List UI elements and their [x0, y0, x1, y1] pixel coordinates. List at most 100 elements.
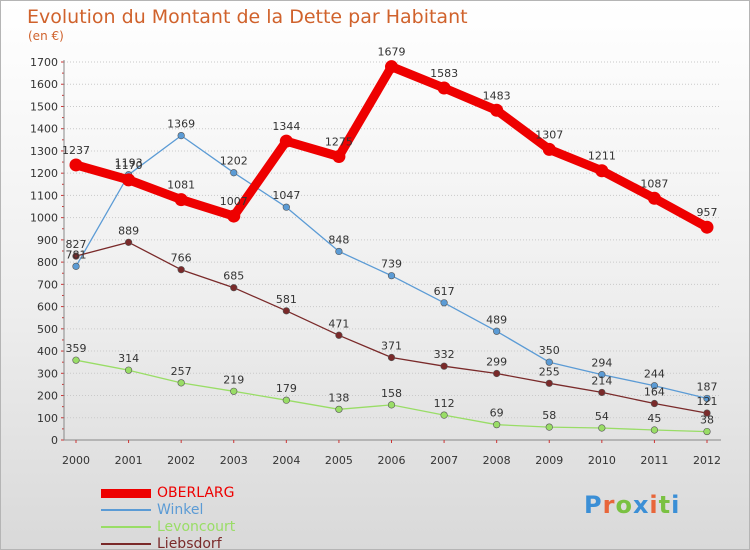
data-point: [598, 371, 606, 379]
data-point: [387, 401, 396, 409]
x-tick-label: 2011: [640, 454, 668, 467]
y-tick-label: 1200: [30, 167, 58, 180]
data-point: [387, 272, 396, 280]
y-tick-label: 200: [37, 390, 58, 403]
data-label: 54: [595, 410, 609, 423]
y-tick-label: 1300: [30, 145, 58, 158]
data-point: [177, 131, 185, 140]
brand-letter: P: [584, 491, 603, 519]
legend: OBERLARG Winkel Levoncourt Liebsdorf: [101, 485, 361, 550]
y-tick-label: 1000: [30, 212, 58, 225]
data-point: [72, 252, 80, 260]
legend-swatch: [101, 488, 151, 498]
legend-label: Levoncourt: [157, 519, 236, 535]
data-label: 244: [644, 368, 665, 381]
data-point: [493, 369, 501, 378]
data-label: 257: [171, 365, 192, 378]
legend-item-levoncourt: Levoncourt: [101, 519, 361, 536]
data-point: [545, 379, 553, 387]
data-point: [650, 399, 659, 408]
brand-letter: i: [649, 491, 659, 519]
data-label: 112: [434, 397, 455, 410]
data-label: 1344: [272, 120, 300, 133]
y-tick-label: 900: [37, 234, 58, 247]
data-point: [279, 134, 293, 148]
data-point: [490, 103, 504, 117]
data-label: 957: [697, 206, 718, 219]
data-point: [335, 331, 343, 339]
data-point: [177, 266, 185, 274]
legend-swatch: [101, 509, 151, 511]
data-point: [177, 379, 185, 387]
data-point: [69, 158, 83, 172]
data-label: 314: [118, 352, 139, 365]
data-point: [282, 203, 290, 211]
brand-letter: i: [671, 491, 681, 519]
data-label: 158: [381, 387, 402, 400]
brand-letter: t: [658, 491, 672, 519]
data-label: 1087: [640, 177, 668, 190]
data-label: 255: [539, 365, 560, 378]
data-label: 121: [697, 395, 718, 408]
data-label: 371: [381, 340, 402, 353]
x-tick-label: 2004: [272, 454, 300, 467]
data-point: [227, 209, 241, 223]
data-point: [282, 396, 290, 404]
data-label: 187: [697, 380, 718, 393]
data-label: 350: [539, 344, 560, 357]
x-tick-label: 2003: [220, 454, 248, 467]
data-label: 617: [434, 285, 455, 298]
data-point: [332, 150, 346, 163]
data-point: [440, 299, 448, 307]
y-tick-label: 1600: [30, 78, 58, 91]
data-point: [703, 394, 711, 403]
legend-label: Winkel: [157, 502, 204, 518]
legend-label: OBERLARG: [157, 485, 235, 501]
data-label: 848: [328, 233, 349, 246]
data-label: 294: [591, 357, 612, 370]
data-label: 1583: [430, 67, 458, 80]
x-tick-label: 2012: [693, 454, 721, 467]
legend-swatch: [101, 543, 151, 545]
legend-swatch: [101, 526, 151, 528]
brand-letter: x: [632, 491, 650, 519]
data-point: [282, 307, 290, 315]
x-tick-label: 2001: [115, 454, 143, 467]
y-tick-label: 1100: [30, 189, 58, 202]
data-label: 1237: [62, 144, 90, 157]
data-point: [230, 284, 238, 292]
y-tick-label: 600: [37, 301, 58, 314]
data-point: [174, 193, 188, 207]
data-point: [437, 81, 451, 95]
data-label: 581: [276, 293, 297, 306]
data-point: [72, 356, 80, 364]
data-label: 332: [434, 348, 455, 361]
data-point: [545, 423, 553, 431]
data-point: [230, 387, 238, 395]
chart-title: Evolution du Montant de la Dette par Hab…: [27, 6, 468, 28]
legend-label: Liebsdorf: [157, 536, 222, 550]
data-point: [440, 362, 448, 370]
y-tick-label: 700: [37, 278, 58, 291]
x-tick-label: 2010: [588, 454, 616, 467]
y-tick-label: 100: [37, 412, 58, 425]
line-chart: 0 100 200 300 400 500 600 700 800 900 1000 1100 1200…: [30, 46, 721, 467]
data-point: [440, 411, 448, 419]
data-label: 1211: [588, 150, 616, 163]
data-label: 45: [647, 412, 661, 425]
data-point: [598, 424, 606, 432]
x-tick-label: 2000: [62, 454, 90, 467]
data-label: 781: [66, 248, 87, 261]
x-tick-label: 2002: [167, 454, 195, 467]
legend-item-oberlarg: OBERLARG: [101, 485, 361, 502]
x-tick-label: 2005: [325, 454, 353, 467]
data-label: 1275: [325, 136, 353, 149]
data-label: 766: [171, 252, 192, 265]
data-label: 489: [486, 313, 507, 326]
data-point: [124, 238, 133, 246]
data-label: 138: [328, 391, 349, 404]
data-point: [703, 409, 711, 417]
y-tick-label: 400: [37, 345, 58, 358]
data-label: 214: [591, 374, 612, 387]
